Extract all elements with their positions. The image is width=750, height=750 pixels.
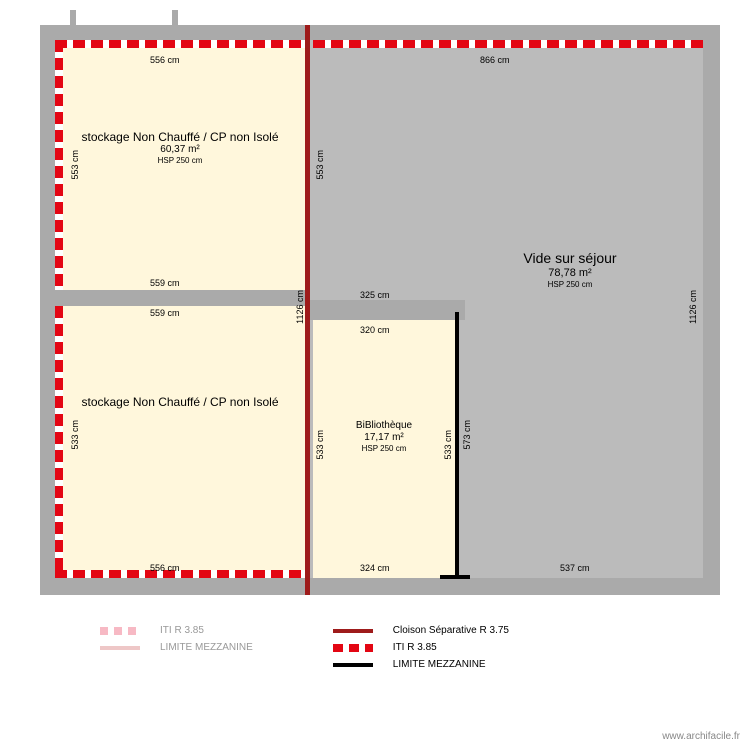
title: stockage Non Chauffé / CP non Isolé bbox=[60, 130, 300, 144]
watermark: www.archifacile.fr bbox=[662, 731, 740, 742]
post bbox=[172, 10, 178, 26]
label-biblio: BiBliothèque 17,17 m² HSP 250 cm bbox=[313, 420, 455, 454]
mezz-v bbox=[455, 312, 459, 578]
hsp: HSP 250 cm bbox=[440, 280, 700, 290]
dim: 556 cm bbox=[150, 55, 180, 65]
legend-text: LIMITE MEZZANINE bbox=[393, 659, 486, 670]
legend-swatch-pinksolid bbox=[100, 646, 140, 650]
dim: 553 cm bbox=[315, 150, 325, 180]
iti-top-right bbox=[313, 40, 703, 48]
iti-left-bot bbox=[55, 306, 63, 578]
dim: 559 cm bbox=[150, 278, 180, 288]
legend-text: ITI R 3.85 bbox=[393, 642, 437, 653]
dim: 533 cm bbox=[70, 420, 80, 450]
iti-top-left bbox=[55, 40, 305, 48]
title: stockage Non Chauffé / CP non Isolé bbox=[60, 395, 300, 409]
mezz-h bbox=[440, 575, 470, 579]
dim: 537 cm bbox=[560, 563, 590, 573]
room-stockage2 bbox=[55, 306, 305, 578]
legend-swatch-cloison bbox=[333, 629, 373, 633]
label-stockage1: stockage Non Chauffé / CP non Isolé 60,3… bbox=[60, 130, 300, 166]
hsp: HSP 250 cm bbox=[313, 444, 455, 454]
wall-bib-top bbox=[305, 300, 465, 320]
dim: 1126 cm bbox=[688, 290, 698, 324]
legend-swatch-pinkdash bbox=[100, 627, 140, 635]
legend: ITI R 3.85 LIMITE MEZZANINE Cloison Sépa… bbox=[100, 625, 660, 676]
dim: 556 cm bbox=[150, 563, 180, 573]
title: BiBliothèque bbox=[313, 420, 455, 432]
post bbox=[70, 10, 76, 26]
area: 17,17 m² bbox=[313, 432, 455, 444]
dim: 553 cm bbox=[70, 150, 80, 180]
title: Vide sur séjour bbox=[440, 250, 700, 267]
dim: 559 cm bbox=[150, 308, 180, 318]
iti-bot-left bbox=[55, 570, 305, 578]
dim: 866 cm bbox=[480, 55, 510, 65]
dim: 1126 cm bbox=[295, 290, 305, 324]
legend-text: ITI R 3.85 bbox=[160, 625, 204, 636]
legend-swatch-reddash bbox=[333, 644, 373, 652]
dim: 320 cm bbox=[360, 325, 390, 335]
legend-swatch-black bbox=[333, 663, 373, 667]
dim: 533 cm bbox=[315, 430, 325, 460]
wall-mid bbox=[55, 290, 305, 306]
hsp: HSP 250 cm bbox=[60, 156, 300, 166]
area: 78,78 m² bbox=[440, 267, 700, 280]
cloison bbox=[305, 25, 310, 595]
dim: 325 cm bbox=[360, 290, 390, 300]
label-vide: Vide sur séjour 78,78 m² HSP 250 cm bbox=[440, 250, 700, 290]
dim: 324 cm bbox=[360, 563, 390, 573]
area: 60,37 m² bbox=[60, 144, 300, 156]
legend-text: Cloison Séparative R 3.75 bbox=[393, 625, 509, 636]
dim: 573 cm bbox=[462, 420, 472, 450]
dim: 533 cm bbox=[443, 430, 453, 460]
label-stockage2: stockage Non Chauffé / CP non Isolé bbox=[60, 395, 300, 409]
legend-text: LIMITE MEZZANINE bbox=[160, 642, 253, 653]
